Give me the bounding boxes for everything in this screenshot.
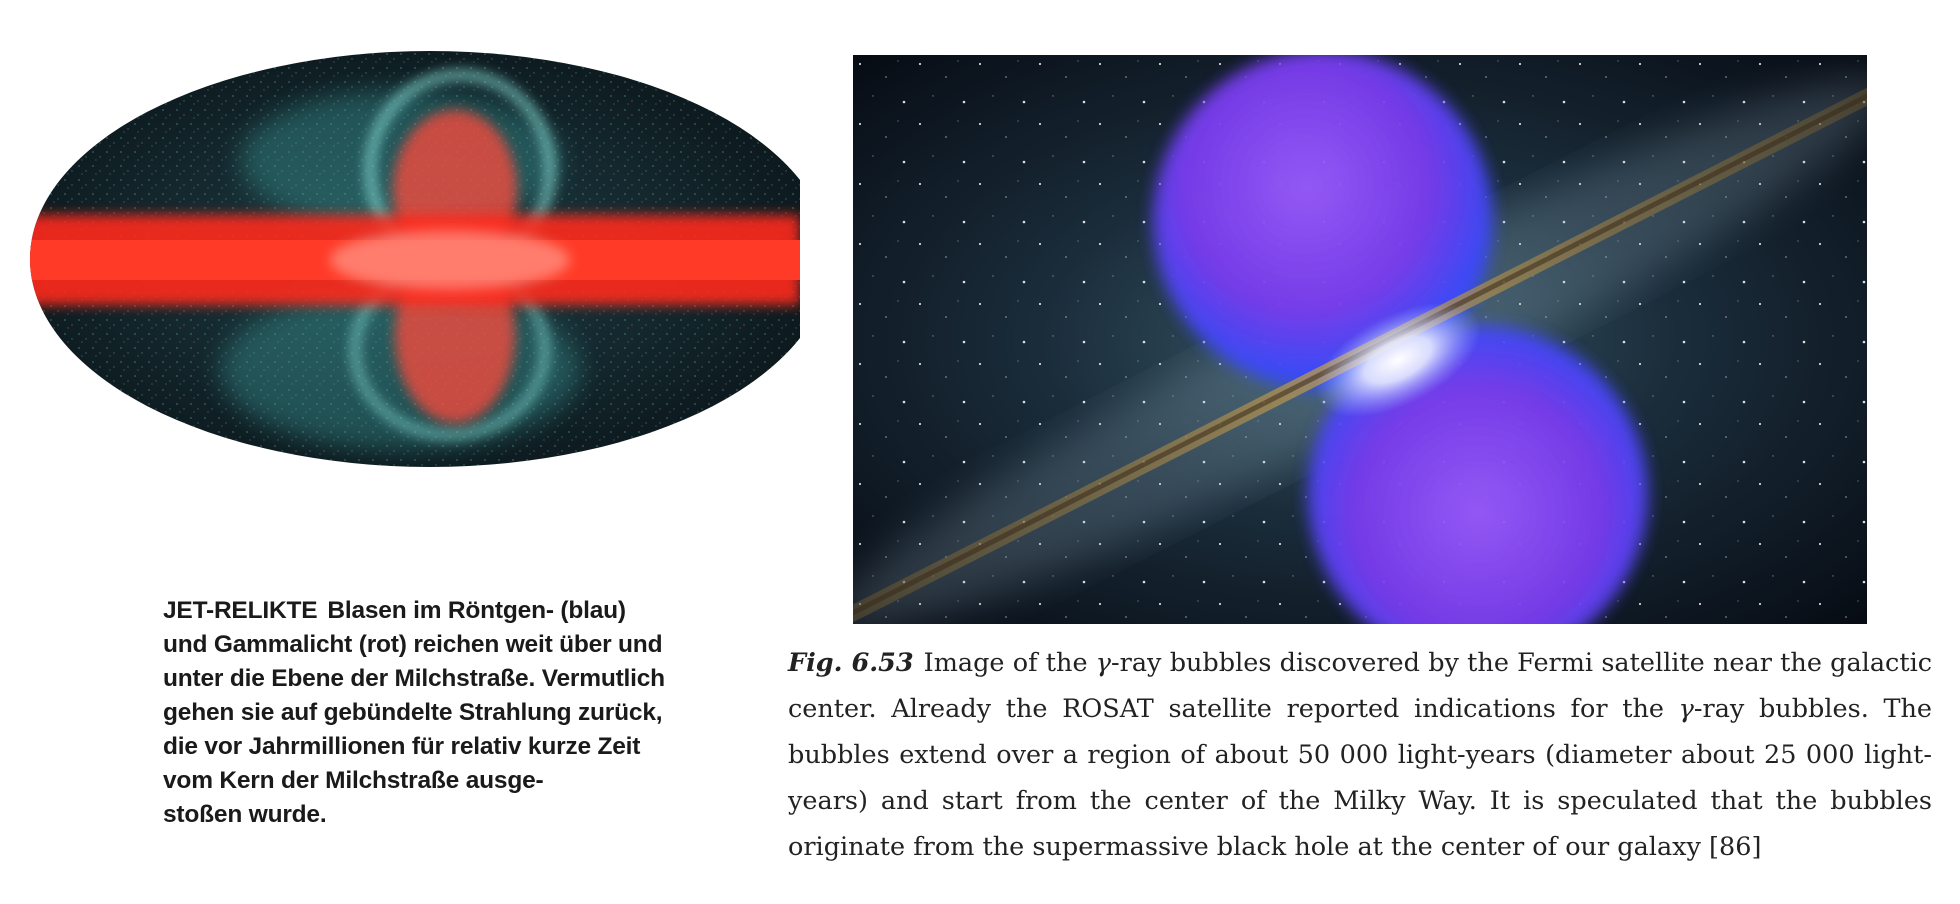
german-caption-text: Blasen im Röntgen- (blau) bbox=[327, 597, 626, 624]
figure-caption-line: Fig. 6.53 Image of the γ-ray bubbles disc… bbox=[788, 640, 1932, 686]
fermi-bubbles-illustration bbox=[853, 55, 1867, 624]
german-caption-line: gehen sie auf gebündelte Strahlung zurüc… bbox=[163, 699, 663, 726]
figure-caption: Fig. 6.53 Image of the γ-ray bubbles disc… bbox=[788, 640, 1932, 870]
german-caption-line: unter die Ebene der Milchstraße. Vermutl… bbox=[163, 665, 665, 692]
german-caption-lead: JET-RELIKTE bbox=[163, 597, 318, 624]
german-caption-line: die vor Jahrmillionen für relativ kurze … bbox=[163, 733, 641, 760]
caption-text: -ray bubbles. The bbox=[1693, 694, 1933, 724]
german-caption-line: vom Kern der Milchstraße ausge- bbox=[163, 767, 544, 794]
figure-caption-line: bubbles extend over a region of about 50… bbox=[788, 740, 1932, 770]
figure-caption-line: years) and start from the center of the … bbox=[788, 786, 1932, 816]
caption-text: center. Already the ROSAT satellite repo… bbox=[788, 694, 1679, 724]
gamma-symbol: γ bbox=[1678, 694, 1694, 724]
german-caption-line: JET-RELIKTE Blasen im Röntgen- (blau) bbox=[163, 594, 723, 628]
caption-text: Image of the bbox=[923, 648, 1096, 678]
figure-label: Fig. 6.53 bbox=[788, 648, 914, 678]
gamma-symbol: γ bbox=[1095, 648, 1112, 678]
german-caption-line: und Gammalicht (rot) reichen weit über u… bbox=[163, 631, 663, 658]
german-caption-line: stoßen wurde. bbox=[163, 801, 327, 828]
caption-text: -ray bubbles discovered by the Fermi sat… bbox=[1111, 648, 1933, 678]
all-sky-map-image bbox=[30, 51, 800, 467]
figure-caption-line: center. Already the ROSAT satellite repo… bbox=[788, 686, 1932, 732]
figure-caption-line: originate from the supermassive black ho… bbox=[788, 832, 1762, 862]
german-caption: JET-RELIKTE Blasen im Röntgen- (blau) und… bbox=[163, 594, 723, 832]
